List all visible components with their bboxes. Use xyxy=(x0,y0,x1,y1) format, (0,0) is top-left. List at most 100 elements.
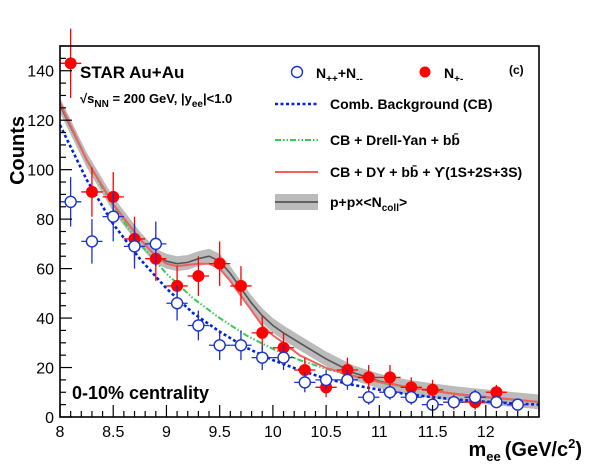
marker xyxy=(405,391,418,404)
marker xyxy=(341,373,354,387)
marker xyxy=(213,257,226,270)
legend-unlike-sign-label: N+- xyxy=(444,65,463,85)
marker xyxy=(213,339,226,352)
like-sign-point xyxy=(336,370,359,390)
marker xyxy=(277,351,290,364)
unlike-sign-point xyxy=(209,241,231,286)
y-tick-label: 0 xyxy=(45,410,54,427)
y-tick-label: 60 xyxy=(36,262,54,279)
marker xyxy=(192,270,205,283)
like-sign-point xyxy=(230,330,252,361)
y-tick-label: 80 xyxy=(36,212,54,229)
marker xyxy=(85,235,99,248)
marker xyxy=(192,319,205,332)
y-tick-label: 40 xyxy=(36,311,54,328)
marker xyxy=(149,237,163,251)
model-curves xyxy=(60,97,539,410)
like-sign-point xyxy=(187,310,210,341)
x-tick-label: 8.5 xyxy=(102,424,124,441)
like-sign-point xyxy=(294,372,316,393)
x-axis-label: mee (GeV/c2) xyxy=(468,436,582,464)
x-tick-label: 11 xyxy=(371,424,388,441)
unlike-sign-point xyxy=(358,365,380,390)
like-sign-point xyxy=(123,224,146,269)
unlike-sign-point xyxy=(400,377,422,398)
marker xyxy=(447,395,461,409)
marker xyxy=(234,279,247,292)
legend-like-sign-label: N+++N-- xyxy=(316,65,363,85)
pp-ncoll-band xyxy=(60,97,539,410)
panel-label: (c) xyxy=(509,63,524,77)
marker xyxy=(170,297,184,310)
y-tick-label: 120 xyxy=(27,113,54,130)
like-sign-point xyxy=(400,389,422,405)
pp-line-curve xyxy=(60,105,539,403)
y-tick-label: 20 xyxy=(36,361,54,378)
marker xyxy=(511,398,524,411)
like-sign-point xyxy=(464,389,486,405)
unlike-sign-point xyxy=(230,266,252,306)
x-tick-label: 8 xyxy=(56,424,65,441)
like-sign-point xyxy=(272,345,295,371)
y-tick-label: 140 xyxy=(27,64,54,81)
like-sign-point xyxy=(60,177,82,227)
x-tick-label: 11.5 xyxy=(418,424,448,441)
marker xyxy=(468,391,482,404)
unlike-sign-point xyxy=(251,315,273,351)
y-axis-label: Counts xyxy=(7,116,29,185)
unlike-sign-point xyxy=(60,28,82,98)
like-sign-point xyxy=(145,221,167,267)
like-sign-point xyxy=(507,398,529,411)
marker xyxy=(234,339,248,352)
x-tick-label: 12 xyxy=(477,424,495,441)
cb-dy-bb-curve xyxy=(60,102,539,404)
marker xyxy=(319,373,333,387)
marker xyxy=(85,185,98,198)
like-sign-point xyxy=(358,389,380,405)
legend-unlike-sign-marker xyxy=(419,66,431,78)
marker xyxy=(383,386,397,399)
like-sign-point xyxy=(102,191,124,242)
marker xyxy=(362,371,375,384)
marker xyxy=(256,351,269,364)
marker xyxy=(107,210,120,223)
centrality-label: 0-10% centrality xyxy=(72,383,209,403)
like-sign-point xyxy=(251,345,273,371)
unlike-sign-point xyxy=(421,379,444,400)
experiment-label: STAR Au+Au xyxy=(80,63,184,82)
legend: N+++N-- N+- Comb. Background (CB) CB + D… xyxy=(275,65,522,214)
like-sign-point xyxy=(379,384,401,400)
legend-cb-dy-bb-label: CB + Drell-Yan + bb̄ xyxy=(330,131,460,148)
like-sign-point xyxy=(315,370,337,390)
marker xyxy=(64,57,77,70)
data-points xyxy=(60,28,529,411)
like-sign-point xyxy=(443,395,465,409)
legend-cb-dy-bb-ups-label: CB + DY + bb̄ + ϒ(1S+2S+3S) xyxy=(330,163,522,180)
marker xyxy=(383,371,396,384)
like-sign-point xyxy=(421,398,444,411)
unlike-sign-point xyxy=(187,256,210,296)
energy-label: √sNN = 200 GeV, |yee|<1.0 xyxy=(80,91,232,110)
x-tick-label: 10 xyxy=(264,424,282,441)
marker xyxy=(298,376,312,389)
unlike-sign-point xyxy=(81,167,103,217)
marker xyxy=(256,326,269,339)
like-sign-point xyxy=(209,330,231,361)
marker xyxy=(426,383,439,396)
like-sign-point xyxy=(485,395,508,409)
legend-pp-label: p+p×<Ncoll> xyxy=(330,194,407,214)
x-tick-label: 10.5 xyxy=(311,424,342,441)
marker xyxy=(490,395,503,409)
marker xyxy=(128,240,141,253)
legend-comb-bg-label: Comb. Background (CB) xyxy=(330,96,493,112)
x-tick-label: 9.5 xyxy=(209,424,231,441)
y-tick-label: 100 xyxy=(27,163,54,180)
marker xyxy=(64,195,77,209)
like-sign-point xyxy=(166,285,188,321)
x-tick-label: 9 xyxy=(162,424,171,441)
marker xyxy=(362,391,375,404)
legend-like-sign-marker xyxy=(290,65,304,79)
like-sign-point xyxy=(81,219,103,264)
